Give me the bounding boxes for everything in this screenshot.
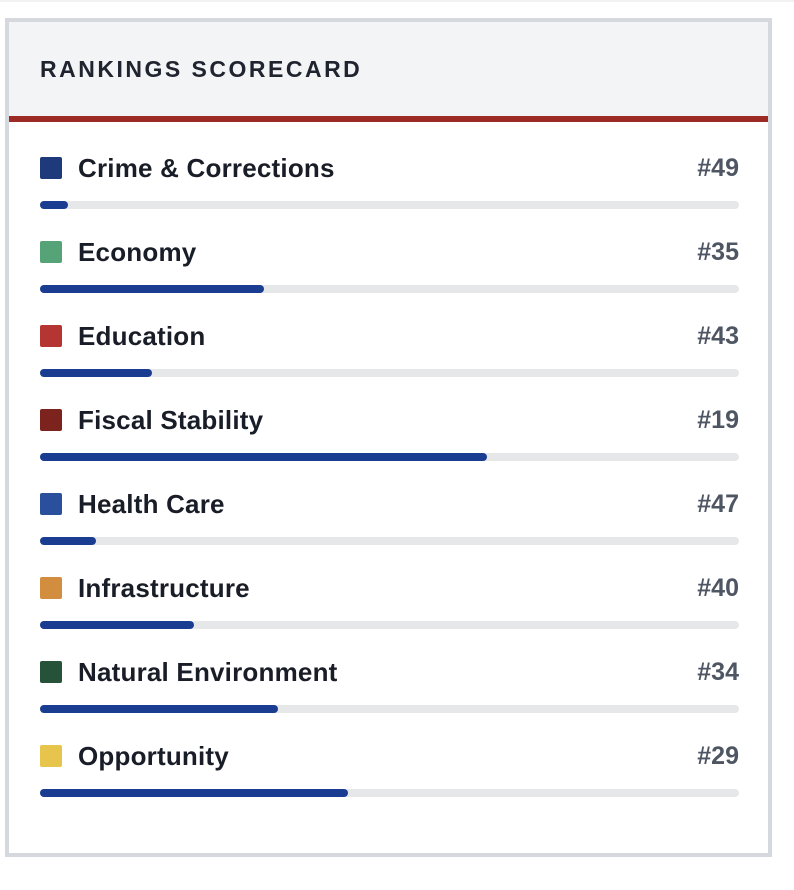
category-label: Infrastructure [78,572,250,603]
row-header: Economy #35 [40,236,739,268]
rank-bar-fill [40,705,278,713]
rank-bar-track [40,369,739,377]
category-rank: #43 [697,321,739,350]
rank-bar-track [40,453,739,461]
rank-bar-track [40,621,739,629]
category-label: Crime & Corrections [78,152,335,183]
row-header: Natural Environment #34 [40,656,739,688]
scorecard-row-opportunity[interactable]: Opportunity #29 [40,740,739,797]
category-rank: #47 [697,489,739,518]
category-swatch [40,661,62,683]
category-rank: #40 [697,573,739,602]
rank-bar-fill [40,369,152,377]
row-header: Fiscal Stability #19 [40,404,739,436]
row-header: Infrastructure #40 [40,572,739,604]
scorecard-row-natural-environment[interactable]: Natural Environment #34 [40,656,739,713]
rank-bar-track [40,201,739,209]
card-title: RANKINGS SCORECARD [40,55,363,82]
scorecard-row-education[interactable]: Education #43 [40,320,739,377]
category-rank: #19 [697,405,739,434]
category-label: Health Care [78,488,225,519]
rank-bar-track [40,789,739,797]
category-label: Economy [78,236,197,267]
rank-bar-fill [40,621,194,629]
category-rank: #29 [697,741,739,770]
category-label: Education [78,320,206,351]
rank-bar-fill [40,285,264,293]
rankings-scorecard-card: RANKINGS SCORECARD Crime & Corrections #… [5,18,772,857]
category-swatch [40,157,62,179]
row-header: Opportunity #29 [40,740,739,772]
scorecard-row-health-care[interactable]: Health Care #47 [40,488,739,545]
category-swatch [40,493,62,515]
scorecard-row-crime-corrections[interactable]: Crime & Corrections #49 [40,152,739,209]
accent-divider [9,116,768,122]
category-label: Opportunity [78,740,229,771]
rank-bar-track [40,285,739,293]
category-label: Fiscal Stability [78,404,264,435]
row-header: Health Care #47 [40,488,739,520]
page-top-border [0,0,794,2]
category-swatch [40,745,62,767]
scorecard-header: RANKINGS SCORECARD [9,22,768,116]
row-header: Education #43 [40,320,739,352]
scorecard-row-economy[interactable]: Economy #35 [40,236,739,293]
category-swatch [40,241,62,263]
rank-bar-fill [40,537,96,545]
category-swatch [40,409,62,431]
scorecard-row-fiscal-stability[interactable]: Fiscal Stability #19 [40,404,739,461]
category-label: Natural Environment [78,656,338,687]
scorecard-row-infrastructure[interactable]: Infrastructure #40 [40,572,739,629]
category-swatch [40,577,62,599]
rank-bar-fill [40,201,68,209]
rank-bar-fill [40,453,488,461]
category-rank: #35 [697,237,739,266]
rank-bar-fill [40,789,348,797]
row-header: Crime & Corrections #49 [40,152,739,184]
category-rank: #49 [697,153,739,182]
rank-bar-track [40,705,739,713]
category-swatch [40,325,62,347]
category-rank: #34 [697,657,739,686]
rank-bar-track [40,537,739,545]
scorecard-body: Crime & Corrections #49 Economy #35 Educ… [9,122,768,797]
